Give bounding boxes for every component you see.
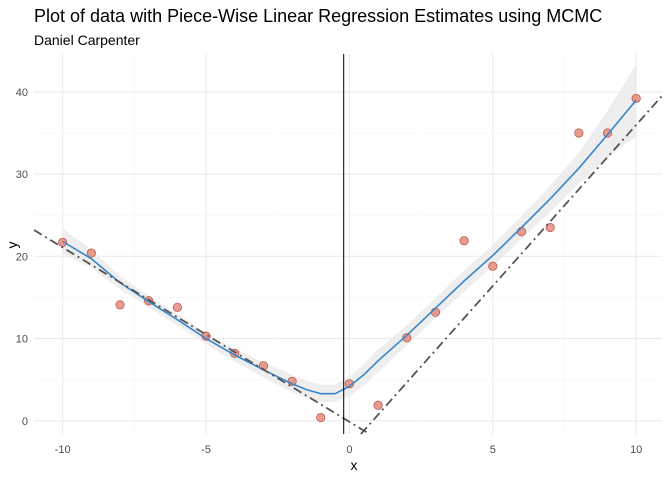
regression-line-left [33,229,370,435]
y-tick-label: 20 [16,251,28,263]
tick-labels: -10 -5 0 5 10 0 10 20 30 40 [16,87,643,456]
regression-line-right [360,95,663,435]
smooth-fit-line [62,99,637,395]
data-point [316,412,326,423]
data-point [459,236,469,246]
y-tick-label: 30 [16,169,28,181]
data-point [574,128,584,138]
x-tick-label: 5 [490,444,496,456]
data-point [488,261,498,271]
y-tick-label: 40 [16,87,28,99]
x-axis-label: x [351,457,358,473]
x-tick-label: -5 [201,444,211,456]
y-tick-label: 10 [16,334,28,346]
data-point [516,227,527,237]
chart-title: Plot of data with Piece-Wise Linear Regr… [34,6,603,26]
x-tick-label: -10 [55,444,71,456]
grid-lines [34,54,662,434]
data-point [373,400,383,410]
data-point [86,248,96,258]
y-axis-label: y [4,242,20,249]
x-tick-label: 0 [346,444,352,456]
data-point [402,333,412,343]
y-tick-label: 0 [22,416,28,428]
data-point [115,300,125,310]
data-point [545,222,555,233]
data-point [172,302,182,312]
lines-layer [33,54,663,435]
data-point [631,93,641,104]
x-tick-label: 10 [630,444,642,456]
chart-subtitle: Daniel Carpenter [34,32,140,48]
